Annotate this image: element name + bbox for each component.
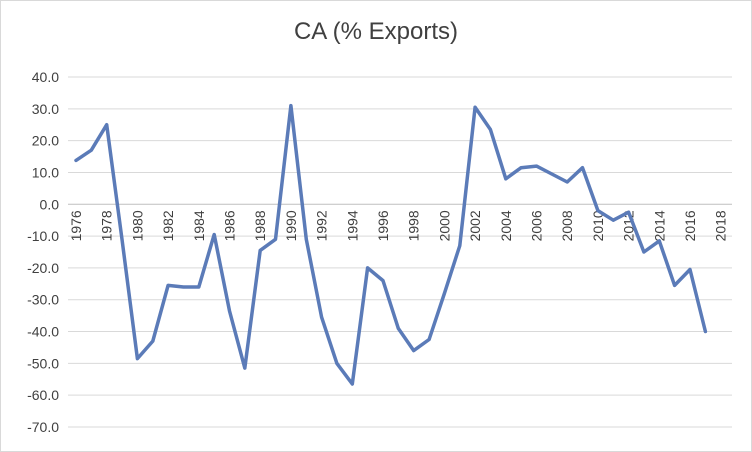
data-point [212, 233, 216, 236]
x-tick-label: 1986 [222, 210, 238, 241]
data-point [89, 148, 93, 152]
data-point [596, 209, 600, 213]
data-point [151, 339, 155, 343]
x-tick-label: 2000 [436, 210, 452, 241]
x-tick-label: 1976 [68, 210, 84, 241]
data-point [657, 239, 661, 243]
series-line [74, 103, 708, 386]
x-tick-label: 2010 [590, 210, 606, 241]
y-tick-label: 10.0 [32, 164, 59, 180]
data-point [320, 315, 324, 319]
x-tick-label: 2008 [559, 210, 575, 241]
x-tick-label: 1980 [129, 210, 145, 241]
data-point [581, 166, 584, 170]
data-point [74, 158, 78, 162]
data-point [243, 366, 247, 370]
data-point [688, 268, 692, 271]
x-tick-label: 1998 [406, 210, 422, 241]
x-tick-label: 2014 [651, 210, 667, 241]
data-point [565, 180, 569, 184]
data-point [366, 266, 370, 270]
data-point [105, 123, 109, 127]
data-point [304, 237, 308, 241]
y-tick-label: 0.0 [40, 196, 60, 212]
x-tick-label: 1992 [314, 210, 330, 241]
y-tick-label: 40.0 [32, 69, 59, 85]
data-point [181, 285, 185, 289]
data-point [473, 105, 477, 109]
data-point [627, 210, 631, 214]
data-point [396, 326, 400, 330]
data-point [458, 244, 462, 248]
x-tick-label: 2006 [529, 210, 545, 241]
data-point [519, 166, 523, 170]
data-point [166, 283, 170, 287]
x-tick-label: 2002 [467, 210, 483, 241]
data-point [412, 349, 416, 353]
x-tick-label: 1988 [252, 210, 268, 241]
y-tick-label: -40.0 [27, 324, 59, 340]
data-point [228, 309, 231, 313]
y-tick-label: -50.0 [27, 355, 59, 371]
x-tick-label: 2004 [498, 210, 514, 241]
data-point [642, 250, 646, 254]
y-tick-label: -10.0 [27, 228, 59, 244]
y-tick-label: -20.0 [27, 260, 59, 276]
y-tick-label: 20.0 [32, 133, 59, 149]
data-point [135, 357, 139, 361]
data-point [535, 164, 538, 168]
data-point [504, 177, 508, 181]
chart-title: CA (% Exports) [293, 18, 459, 45]
y-tick-label: -70.0 [27, 419, 59, 435]
x-tick-label: 1984 [191, 210, 207, 241]
x-tick-label: 2018 [713, 210, 729, 241]
data-point [488, 128, 492, 131]
x-tick-label: 1996 [375, 210, 391, 241]
data-point [274, 237, 277, 241]
y-tick-label: -30.0 [27, 292, 59, 308]
data-point [289, 104, 293, 108]
x-tick-label: 1994 [344, 210, 360, 241]
y-tick-label: 30.0 [32, 101, 59, 117]
data-point [120, 237, 124, 241]
data-point [703, 330, 707, 333]
x-tick-label: 1990 [283, 210, 299, 241]
x-tick-label: 1978 [99, 210, 115, 241]
data-point [673, 283, 677, 287]
data-point [197, 285, 201, 289]
data-point [550, 172, 554, 176]
data-point [442, 291, 446, 295]
data-point [258, 248, 262, 252]
x-tick-label: 1982 [160, 210, 176, 241]
x-tick-label: 2016 [682, 210, 698, 241]
data-point [335, 361, 339, 365]
y-tick-label: -60.0 [27, 387, 59, 403]
data-point [350, 382, 354, 386]
data-point [381, 279, 385, 283]
data-point [611, 218, 615, 222]
data-point [427, 338, 431, 341]
